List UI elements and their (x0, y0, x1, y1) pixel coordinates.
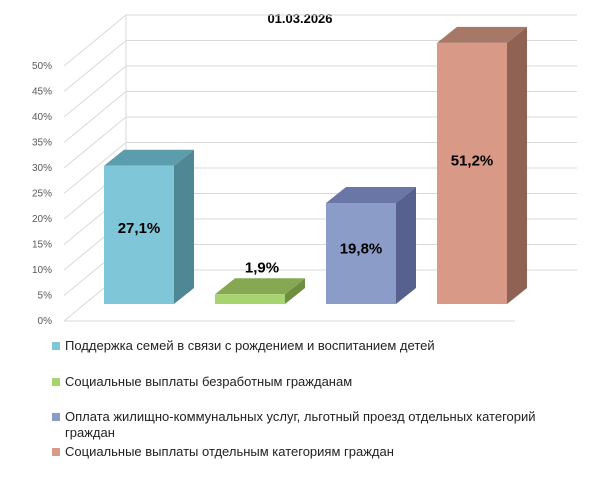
chart-title: 01.03.2026 (267, 11, 332, 26)
bar-side (507, 27, 527, 304)
legend-swatch-2 (52, 378, 60, 386)
y-tick-label: 15% (32, 240, 52, 251)
legend-swatch-4 (52, 448, 60, 456)
legend-label-2: Социальные выплаты безработным гражданам (65, 374, 352, 390)
legend-swatch-1 (52, 342, 60, 350)
y-tick-label: 45% (32, 87, 52, 98)
y-tick-label: 20% (32, 214, 52, 225)
bar-side (174, 150, 194, 304)
legend-item-1: Поддержка семей в связи с рождением и во… (52, 338, 435, 354)
bar-side (396, 187, 416, 304)
legend-item-4: Социальные выплаты отдельным категориям … (52, 444, 394, 460)
legend-item-3: Оплата жилищно-коммунальных услуг, льгот… (52, 409, 552, 441)
data-label-4: 51,2% (451, 152, 494, 169)
y-tick-label: 25% (32, 189, 52, 200)
legend-swatch-3 (52, 413, 60, 421)
legend-label-4: Социальные выплаты отдельным категориям … (65, 444, 394, 460)
legend-item-2: Социальные выплаты безработным гражданам (52, 374, 352, 390)
y-tick-label: 30% (32, 163, 52, 174)
data-label-1: 27,1% (118, 220, 161, 237)
chart: 01.03.2026 0% 5% 10% 15% 20% 25% 30% 35% 40% 45% 5… (0, 0, 599, 340)
bar-front (437, 43, 507, 304)
data-label-3: 19,8% (340, 240, 383, 257)
y-tick-label: 40% (32, 112, 52, 123)
y-tick-label: 10% (32, 265, 52, 276)
y-tick-label: 0% (38, 316, 53, 327)
bar-2 (215, 278, 305, 304)
legend-label-3: Оплата жилищно-коммунальных услуг, льгот… (65, 409, 552, 441)
data-label-2: 1,9% (245, 259, 279, 276)
y-tick-label: 5% (38, 291, 53, 302)
y-tick-label: 50% (32, 61, 52, 72)
bar-front (215, 294, 285, 304)
legend-label-1: Поддержка семей в связи с рождением и во… (65, 338, 435, 354)
y-tick-label: 35% (32, 138, 52, 149)
y-axis-ticks: 0% 5% 10% 15% 20% 25% 30% 35% 40% 45% 50% (32, 61, 52, 327)
